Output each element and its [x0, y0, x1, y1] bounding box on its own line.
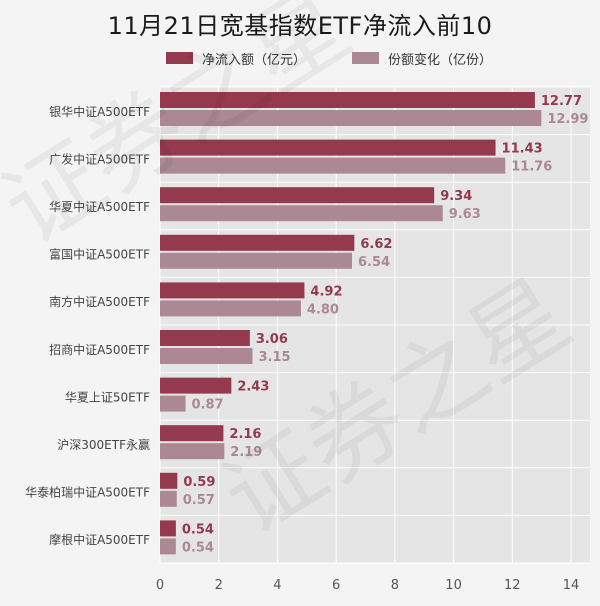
data-label: 11.76: [511, 160, 552, 175]
x-tick-label: 12: [504, 578, 521, 593]
bar-net-inflow: [160, 282, 305, 299]
data-label: 3.06: [256, 332, 288, 347]
bar-net-inflow: [160, 234, 355, 251]
data-label: 0.87: [192, 398, 224, 413]
bar-share-change: [160, 538, 176, 555]
x-tick-label: 6: [332, 578, 340, 593]
category-label: 招商中证A500ETF: [49, 342, 150, 357]
category-label: 沪深300ETF永赢: [57, 437, 150, 452]
category-label: 华夏中证A500ETF: [49, 199, 150, 214]
legend-label-share-change: 份额变化（亿份）: [388, 53, 493, 68]
bar-share-change: [160, 300, 301, 317]
bar-net-inflow: [160, 330, 250, 346]
data-label: 9.63: [449, 207, 481, 222]
bar-share-change: [160, 110, 542, 126]
legend-swatch-share-change: [352, 52, 379, 64]
data-label: 0.54: [182, 522, 214, 537]
bar-share-change: [160, 205, 443, 222]
category-label: 摩根中证A500ETF: [49, 532, 150, 547]
data-label: 2.16: [229, 427, 261, 442]
legend-label-net-inflow: 净流入额（亿元）: [202, 53, 307, 68]
data-label: 2.43: [237, 380, 269, 395]
bar-net-inflow: [160, 92, 535, 108]
category-label: 华夏上证50ETF: [65, 390, 150, 404]
bar-net-inflow: [160, 377, 232, 394]
category-label: 富国中证A500ETF: [49, 247, 150, 262]
data-label: 12.99: [547, 112, 588, 127]
data-label: 2.19: [230, 445, 262, 460]
bar-share-change: [160, 157, 506, 174]
data-label: 0.57: [183, 493, 215, 508]
x-tick-label: 14: [563, 578, 580, 593]
data-label: 4.80: [307, 302, 339, 317]
bar-share-change: [160, 252, 352, 269]
data-label: 6.62: [360, 237, 392, 252]
x-tick-label: 10: [445, 578, 462, 593]
bar-share-change: [160, 348, 253, 364]
bar-net-inflow: [160, 187, 435, 204]
legend: 净流入额（亿元） 份额变化（亿份）: [0, 47, 600, 69]
bar-net-inflow: [160, 472, 178, 489]
data-label: 11.43: [502, 142, 543, 157]
bar-net-inflow: [160, 425, 224, 442]
bar-net-inflow: [160, 139, 496, 156]
data-label: 3.15: [258, 350, 290, 365]
bar-share-change: [160, 395, 186, 412]
data-label: 0.59: [183, 475, 215, 490]
bar-net-inflow: [160, 520, 176, 537]
x-tick-label: 8: [391, 578, 399, 593]
data-label: 0.54: [182, 540, 214, 555]
chart-title: 11月21日宽基指数ETF净流入前10: [107, 12, 493, 40]
category-label: 南方中证A500ETF: [49, 294, 150, 309]
x-tick-label: 2: [215, 578, 223, 593]
x-tick-label: 4: [273, 578, 281, 593]
bar-share-change: [160, 490, 177, 507]
category-label: 银华中证A500ETF: [49, 104, 150, 119]
category-label: 华泰柏瑞中证A500ETF: [25, 485, 150, 500]
category-label: 广发中证A500ETF: [49, 151, 150, 166]
data-label: 9.34: [440, 189, 472, 204]
x-tick-label: 0: [156, 578, 164, 593]
legend-swatch-net-inflow: [166, 52, 193, 64]
bar-share-change: [160, 443, 225, 460]
data-label: 12.77: [541, 94, 582, 109]
data-label: 4.92: [310, 284, 342, 299]
data-label: 6.54: [358, 255, 390, 270]
